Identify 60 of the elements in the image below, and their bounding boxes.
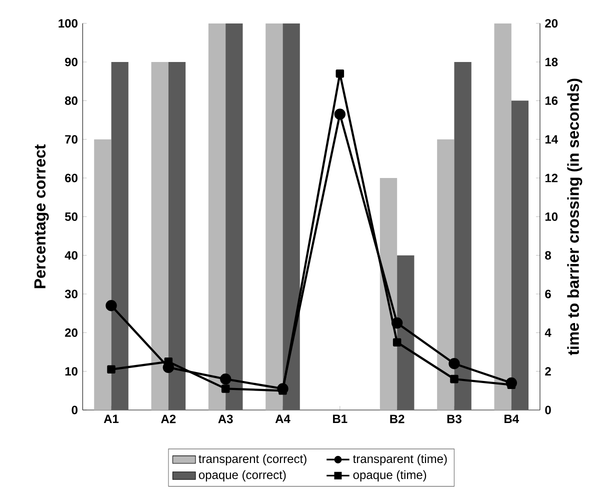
y2-tick-label: 18 [545,58,558,66]
y-tick-label: 10 [65,367,78,376]
x-tick-label: A2 [161,414,176,424]
y-tick-label: 60 [65,174,78,182]
bar [226,23,243,410]
y2-axis-title: time to barrier crossing (in seconds) [567,78,582,356]
x-tick-label: B3 [447,414,462,424]
bar [454,62,472,410]
y-tick-label: 0 [72,406,78,414]
legend-label: transparent (time) [353,454,447,466]
bar [282,23,300,410]
y-tick-label: 40 [64,251,78,260]
y2-tick-label: 2 [545,367,551,376]
y2-tick-label: 12 [545,174,558,182]
y-tick-label: 90 [65,58,78,66]
y-tick-label: 50 [64,212,78,221]
x-tick-label: B4 [504,414,520,423]
point [221,384,230,393]
y-tick-label: 80 [64,96,78,105]
y-axis-title: Percentage correct [34,144,49,288]
point [392,338,402,346]
bar [94,139,112,410]
bar [208,23,226,410]
bar [151,62,168,410]
y2-tick-label: 6 [545,290,551,298]
y2-tick-label: 10 [545,212,558,221]
bar [511,100,529,410]
x-tick-label: A1 [104,414,119,423]
x-tick-label: A4 [275,414,290,423]
point [334,108,346,120]
point [336,69,344,78]
bar [266,23,283,410]
y2-tick-label: 0 [545,406,551,414]
point [107,365,116,374]
y-tick-label: 20 [65,328,78,337]
bar [494,23,512,410]
y2-tick-label: 8 [545,251,552,260]
point [220,373,232,385]
y-tick-label: 70 [65,135,78,144]
x-tick-label: B2 [390,414,404,424]
legend-label: opaque (correct) [198,470,286,482]
point [391,317,403,329]
y-tick-label: 100 [58,19,78,28]
y2-tick-label: 16 [545,96,558,105]
bar [168,62,186,410]
point [450,374,458,384]
legend-label: transparent (correct) [198,454,306,466]
bar [437,139,454,410]
y2-tick-label: 4 [544,328,552,337]
x-tick-label: B1 [333,414,348,423]
bar [380,178,398,410]
bar [397,255,414,410]
point [106,300,117,312]
x-tick-label: A3 [218,414,233,424]
y2-tick-label: 20 [545,19,558,28]
y-tick-label: 30 [64,290,78,298]
point [448,358,460,370]
legend-label: opaque (time) [353,470,426,482]
bar [111,62,128,410]
y2-tick-label: 14 [545,135,558,144]
